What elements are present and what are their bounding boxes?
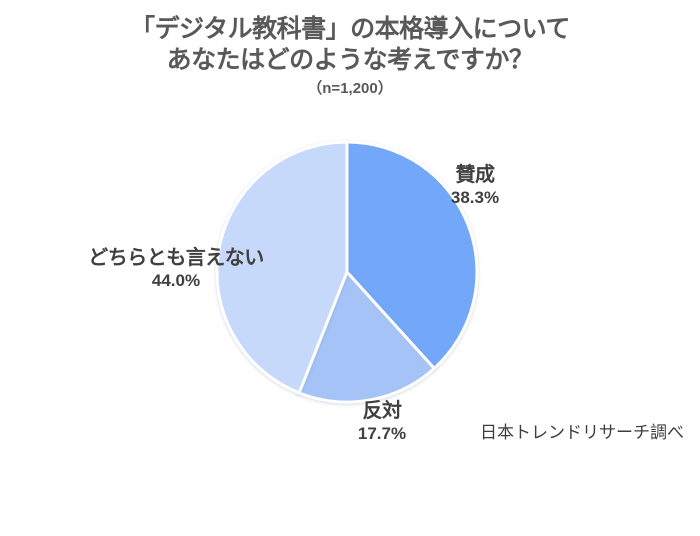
pie-slice-1 [345, 140, 479, 370]
slice-pct-hantai: 17.7% [357, 424, 407, 443]
slice-name-dochiratomo: どちらとも言えない [88, 247, 264, 269]
slice-name-sansei: 賛成 [455, 164, 495, 186]
chart-title: 「デジタル教科書」の本格導入について あなたはどのような考えですか？ （n=1,… [0, 14, 700, 99]
slice-label-dochiratomo: どちらとも言えない 44.0% [88, 246, 264, 292]
pie-slice-3 [215, 140, 349, 395]
source-credit: 日本トレンドリサーチ調べ [480, 423, 684, 442]
slice-label-hantai: 反対 17.7% [358, 399, 406, 445]
slice-name-hantai: 反対 [362, 400, 402, 422]
chart-title-line2: あなたはどのような考えですか？ [166, 46, 534, 74]
slice-pct-sansei: 38.3% [450, 188, 500, 207]
slice-label-sansei: 賛成 38.3% [451, 163, 499, 209]
chart-title-line1: 「デジタル教科書」の本格導入について [130, 15, 570, 43]
slice-pct-dochiratomo: 44.0% [151, 271, 201, 290]
pie-slice-2 [297, 270, 436, 404]
sample-size-note: （n=1,200） [307, 80, 393, 97]
